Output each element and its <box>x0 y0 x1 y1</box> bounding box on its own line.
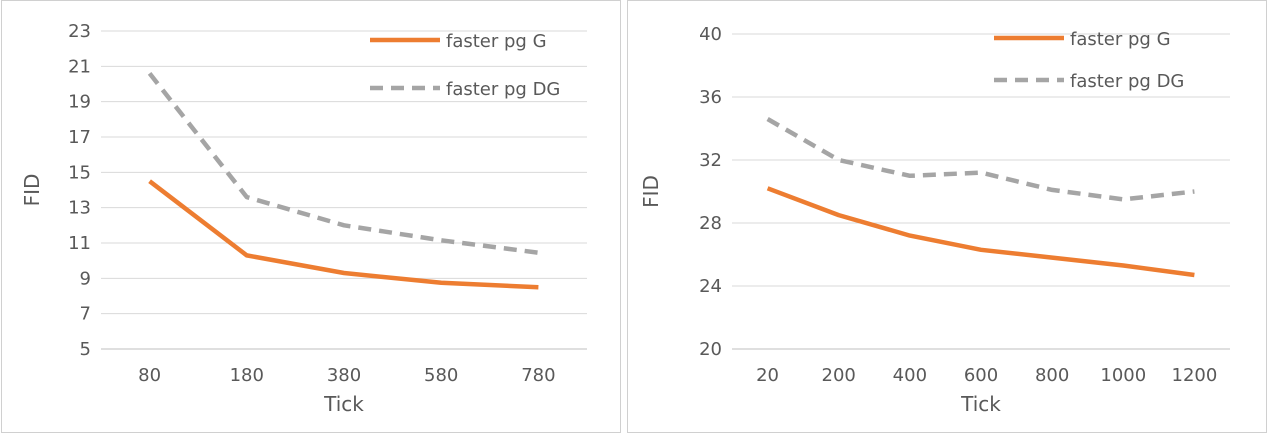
x-tick-label: 200 <box>822 365 856 386</box>
left-chart-panel: 5 7 9 11 13 15 17 19 21 23 80 180 380 580 780 Tick FID fa… <box>1 0 621 433</box>
y-tick-label: 20 <box>699 339 722 360</box>
y-tick-label: 5 <box>80 339 91 360</box>
x-tick-label: 180 <box>230 365 264 386</box>
y-axis-title: FID <box>20 174 44 207</box>
y-tick-label: 40 <box>699 24 722 45</box>
x-axis-title: Tick <box>960 392 1001 416</box>
right-chart: 20 24 28 32 36 40 20 200 400 600 800 1000 1200 Tick FI… <box>639 24 1230 416</box>
y-tick-label: 9 <box>80 268 91 289</box>
series-line <box>148 179 539 290</box>
y-tick-label: 17 <box>68 127 91 148</box>
series-line <box>766 186 1195 278</box>
series-line <box>147 72 539 255</box>
x-tick-label: 20 <box>756 365 779 386</box>
legend-label: faster pg DG <box>1070 71 1184 92</box>
y-tick-label: 21 <box>68 56 91 77</box>
x-tick-label: 1200 <box>1172 365 1218 386</box>
y-tick-label: 24 <box>699 276 722 297</box>
y-tick-label: 28 <box>699 213 722 234</box>
series-line <box>766 117 1195 202</box>
legend-label: faster pg G <box>1070 29 1171 50</box>
x-tick-label: 600 <box>964 365 998 386</box>
y-tick-label: 36 <box>699 87 722 108</box>
left-chart: 5 7 9 11 13 15 17 19 21 23 80 180 380 580 780 Tick FID fa… <box>20 21 587 416</box>
legend-label: faster pg G <box>446 31 547 52</box>
legend-label: faster pg DG <box>446 79 560 100</box>
y-tick-label: 15 <box>68 162 91 183</box>
right-chart-panel: 20 24 28 32 36 40 20 200 400 600 800 1000 1200 Tick FI… <box>627 0 1267 433</box>
y-tick-label: 23 <box>68 21 91 42</box>
x-tick-label: 380 <box>327 365 361 386</box>
y-tick-label: 32 <box>699 150 722 171</box>
x-axis-title: Tick <box>323 392 364 416</box>
x-tick-label: 580 <box>424 365 458 386</box>
x-tick-label: 80 <box>138 365 161 386</box>
y-tick-label: 11 <box>68 233 91 254</box>
y-tick-label: 7 <box>80 304 91 325</box>
x-tick-label: 400 <box>893 365 927 386</box>
x-tick-label: 800 <box>1035 365 1069 386</box>
y-tick-label: 13 <box>68 198 91 219</box>
y-tick-label: 19 <box>68 92 91 113</box>
y-axis-title: FID <box>639 175 663 208</box>
x-tick-label: 1000 <box>1100 365 1146 386</box>
x-tick-label: 780 <box>521 365 555 386</box>
